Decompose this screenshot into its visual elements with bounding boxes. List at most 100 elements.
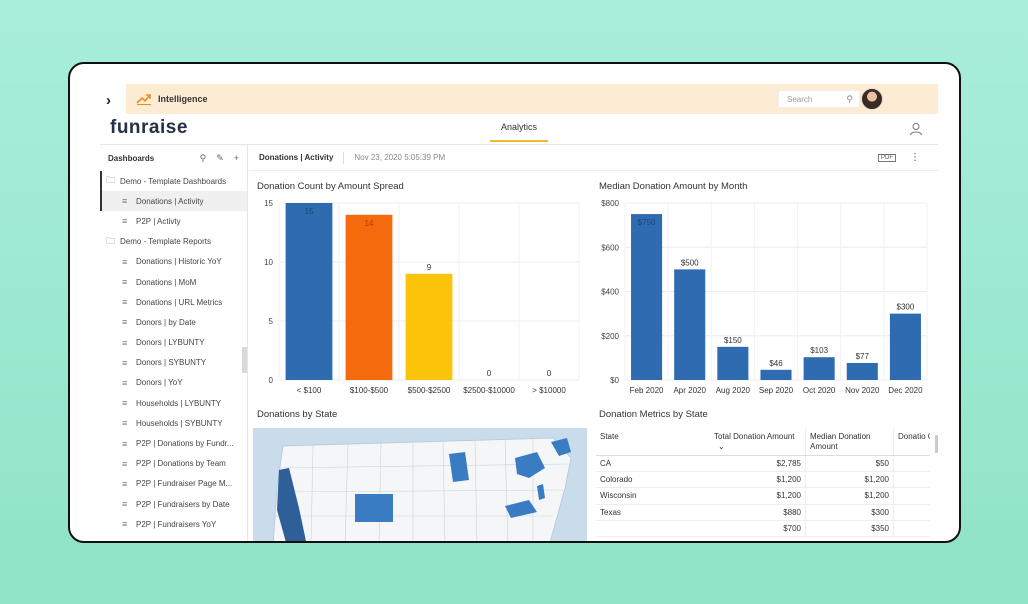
sidebar-item-label: Donations | Activity: [136, 196, 204, 206]
dashboard-icon: ≡: [122, 196, 128, 207]
dashboard-icon: ≡: [122, 519, 128, 530]
data-label: 15: [305, 207, 314, 216]
add-icon[interactable]: +: [233, 152, 239, 163]
sidebar-title: Dashboards: [108, 153, 155, 163]
avatar[interactable]: [861, 88, 883, 110]
table-row[interactable]: Colorado $1,200 $1,200: [596, 472, 930, 489]
search-icon[interactable]: ⚲: [199, 152, 207, 163]
column-header-total[interactable]: Total Donation Amount ⌄: [710, 428, 806, 455]
bar[interactable]: [717, 346, 749, 380]
sidebar-item-label: Donors | SYBUNTY: [136, 358, 207, 368]
y-tick-label: $400: [601, 288, 619, 297]
bar[interactable]: [846, 362, 878, 380]
sort-chevron-icon[interactable]: ⌄: [718, 442, 725, 451]
search-icon[interactable]: ⚲: [846, 94, 853, 104]
table-cell: Colorado: [600, 475, 633, 485]
state-wisconsin[interactable]: [449, 452, 469, 482]
state-maine[interactable]: [551, 438, 571, 456]
sidebar-item-label: P2P | Donations by Fundr...: [136, 439, 234, 449]
sidebar-item-label: P2P | Activty: [136, 216, 181, 226]
sidebar-scrollbar[interactable]: [242, 347, 247, 373]
tab-analytics[interactable]: Analytics: [500, 122, 537, 132]
sidebar-item-label: Households | LYBUNTY: [136, 398, 222, 408]
pdf-export-icon[interactable]: PDF: [878, 153, 896, 162]
table-row[interactable]: Texas $880 $300: [596, 504, 930, 521]
state-california[interactable]: [277, 468, 307, 543]
dashboard-icon: ≡: [122, 317, 128, 328]
table-cell: $350: [806, 520, 894, 536]
state-new-jersey[interactable]: [537, 484, 545, 500]
table-body: CA $2,785 $50 Colorado $1,200 $1,200 Wisconsin…: [596, 456, 930, 537]
bar[interactable]: [345, 214, 393, 380]
bar[interactable]: [631, 214, 663, 380]
more-options-icon[interactable]: ⋮: [910, 152, 920, 163]
x-tick-label: < $100: [297, 386, 322, 395]
expand-chevron-icon[interactable]: ›: [106, 92, 111, 109]
sidebar-item[interactable]: ≡ Donors | LYBUNTY: [100, 333, 247, 353]
bar[interactable]: [285, 203, 333, 380]
state-colorado[interactable]: [355, 494, 393, 522]
folder-icon: 🗀: [106, 235, 116, 246]
sidebar-item[interactable]: ≡ P2P | Fundraisers YoY: [100, 514, 247, 534]
app-title: Intelligence: [158, 94, 208, 104]
x-tick-label: Aug 2020: [716, 386, 751, 395]
top-bar: Intelligence Search ⚲: [126, 84, 938, 114]
table-cell: Wisconsin: [600, 491, 637, 501]
table-cell: CA: [600, 459, 612, 469]
edit-icon[interactable]: ✎: [216, 152, 224, 163]
table-cell: $2,785: [710, 456, 806, 472]
bar[interactable]: [803, 357, 835, 380]
x-tick-label: $2500-$10000: [463, 386, 515, 395]
chart-title-median-month: Median Donation Amount by Month: [599, 181, 748, 192]
sidebar-item[interactable]: 🗀 Demo - Template Dashboards: [100, 171, 247, 191]
bar[interactable]: [760, 369, 792, 380]
column-header-state[interactable]: State: [600, 432, 619, 441]
sidebar-item-label: Demo - Template Dashboards: [120, 176, 227, 186]
bar[interactable]: [674, 269, 706, 380]
y-tick-label: 5: [269, 317, 274, 326]
sidebar-item[interactable]: ≡ Donations | URL Metrics: [100, 292, 247, 312]
map-title: Donations by State: [257, 409, 338, 420]
bar[interactable]: [405, 273, 453, 380]
table-row[interactable]: Wisconsin $1,200 $1,200: [596, 488, 930, 505]
search-placeholder: Search: [787, 95, 813, 104]
sidebar-item[interactable]: ≡ P2P | Activty: [100, 211, 247, 231]
sidebar-item[interactable]: ≡ Donors | SYBUNTY: [100, 353, 247, 373]
data-label: 0: [487, 369, 492, 378]
dashboard-icon: ≡: [122, 256, 128, 267]
state-new-york[interactable]: [515, 452, 545, 478]
column-header-count[interactable]: Donatio Count: [898, 432, 930, 441]
dashboard-icon: ≡: [122, 418, 128, 429]
sidebar-item[interactable]: ≡ P2P | Fundraiser Page M...: [100, 474, 247, 494]
content-scrollbar[interactable]: [935, 435, 938, 453]
x-tick-label: Oct 2020: [803, 386, 836, 395]
table-row[interactable]: CA $2,785 $50: [596, 456, 930, 473]
bar[interactable]: [889, 313, 921, 380]
sidebar-item[interactable]: ≡ Donations | MoM: [100, 272, 247, 292]
table-row[interactable]: $700 $350: [596, 520, 930, 537]
us-state-map[interactable]: [253, 428, 587, 543]
dashboard-list: 🗀 Demo - Template Dashboards ≡ Donations | …: [100, 171, 247, 534]
column-header-median[interactable]: Median Donation Amount: [806, 428, 894, 455]
sidebar-item[interactable]: ≡ Households | SYBUNTY: [100, 413, 247, 433]
data-label: $103: [810, 346, 828, 355]
search-input[interactable]: Search ⚲: [778, 90, 860, 108]
sidebar-item-label: Donors | YoY: [136, 378, 183, 388]
column-header-total-label: Total Donation Amount: [714, 432, 795, 441]
sidebar-item[interactable]: ≡ Donations | Historic YoY: [100, 252, 247, 272]
state-virginia[interactable]: [505, 500, 537, 518]
sidebar-item[interactable]: ≡ P2P | Donations by Team: [100, 454, 247, 474]
active-tab-indicator: [490, 140, 548, 142]
data-label: $77: [856, 352, 870, 361]
sidebar-item[interactable]: ≡ Households | LYBUNTY: [100, 393, 247, 413]
sidebar-item[interactable]: ≡ Donations | Activity: [100, 191, 247, 212]
sidebar-item[interactable]: 🗀 Demo - Template Reports: [100, 232, 247, 252]
x-tick-label: Nov 2020: [845, 386, 880, 395]
sidebar-item[interactable]: ≡ Donors | by Date: [100, 312, 247, 332]
sidebar-item[interactable]: ≡ P2P | Fundraisers by Date: [100, 494, 247, 514]
sidebar-item[interactable]: ≡ Donors | YoY: [100, 373, 247, 393]
user-icon[interactable]: [909, 122, 923, 136]
sidebar-item-label: P2P | Donations by Team: [136, 459, 226, 469]
us-map-graphic: [272, 437, 572, 543]
sidebar-item[interactable]: ≡ P2P | Donations by Fundr...: [100, 433, 247, 453]
